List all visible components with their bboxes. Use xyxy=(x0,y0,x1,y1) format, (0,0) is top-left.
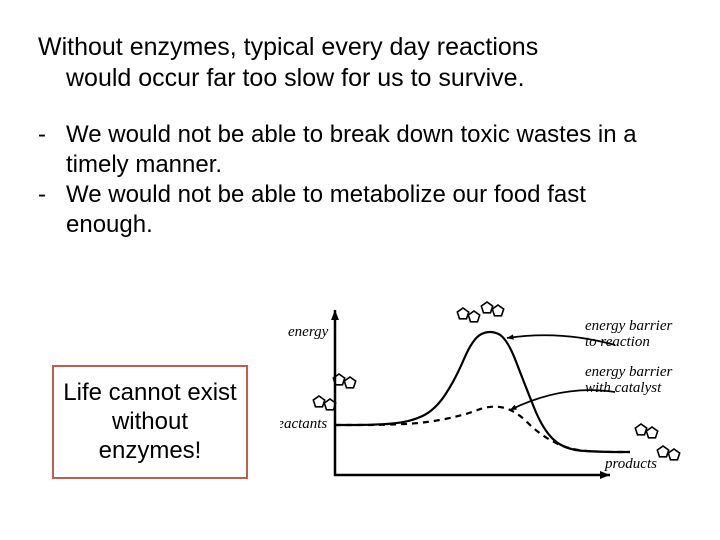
axis-arrow-icon xyxy=(600,471,610,479)
bullet-text: We would not be able to metabolize our f… xyxy=(66,180,678,240)
curve-with-catalyst xyxy=(335,407,630,452)
barrier-catalyst-label: energy barrier with catalyst xyxy=(585,364,676,396)
y-axis-label: energy xyxy=(288,324,329,340)
barrier-label: energy barrier to reaction xyxy=(585,318,676,350)
callout-box: Life cannot exist without enzymes! xyxy=(52,365,248,479)
bullet-text: We would not be able to break down toxic… xyxy=(66,120,678,180)
bullet-dash-icon: - xyxy=(38,180,66,240)
bullet-list: - We would not be able to break down tox… xyxy=(38,120,678,240)
axis-lines xyxy=(335,310,610,475)
list-item: - We would not be able to metabolize our… xyxy=(38,180,678,240)
main-statement: Without enzymes, typical every day react… xyxy=(38,32,678,95)
main-line-1: Without enzymes, typical every day react… xyxy=(38,33,538,61)
reactants-label: reactants xyxy=(280,416,327,432)
axis-arrow-icon xyxy=(331,310,339,320)
bullet-dash-icon: - xyxy=(38,120,66,180)
list-item: - We would not be able to break down tox… xyxy=(38,120,678,180)
products-label: products xyxy=(604,456,657,472)
energy-diagram: energy reactants energy barrier to react… xyxy=(280,300,700,510)
main-line-2: would occur far too slow for us to survi… xyxy=(38,63,678,94)
callout-text: Life cannot exist without enzymes! xyxy=(63,379,236,464)
